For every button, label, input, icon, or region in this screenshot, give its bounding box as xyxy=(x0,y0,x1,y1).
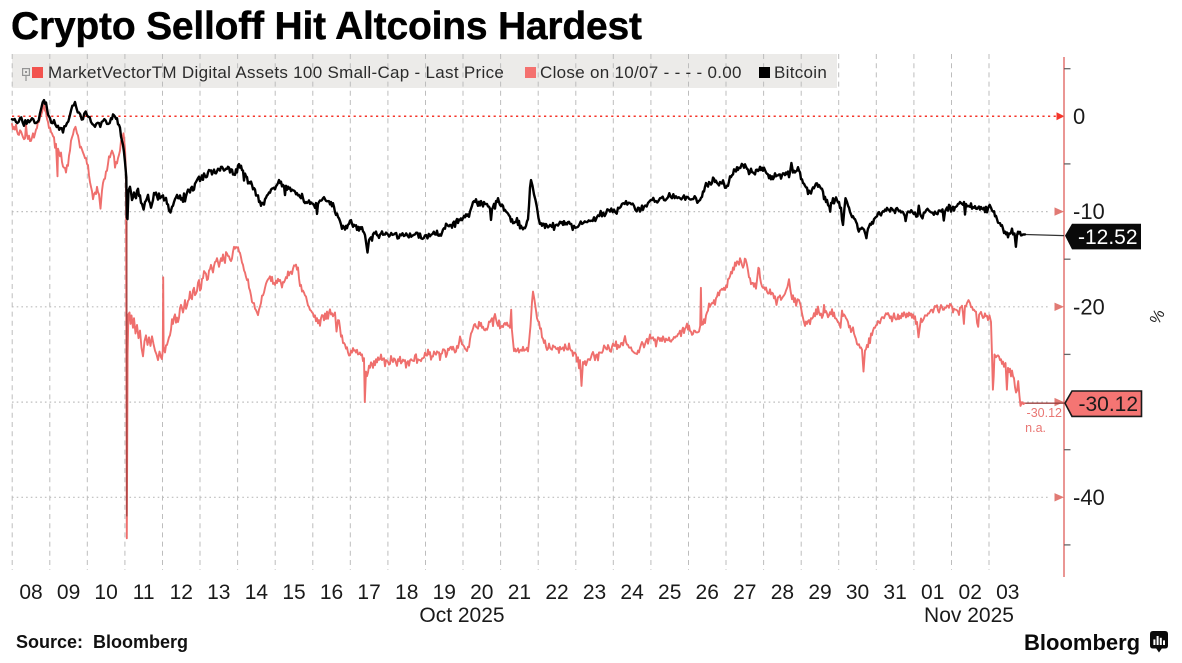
svg-text:01: 01 xyxy=(921,581,944,604)
svg-text:03: 03 xyxy=(996,581,1019,604)
svg-text:24: 24 xyxy=(620,581,644,604)
svg-text:08: 08 xyxy=(19,581,42,604)
svg-text:-12.52: -12.52 xyxy=(1078,226,1138,249)
svg-text:Oct 2025: Oct 2025 xyxy=(419,604,504,627)
svg-text:16: 16 xyxy=(320,581,343,604)
svg-text:10: 10 xyxy=(94,581,117,604)
svg-text:15: 15 xyxy=(282,581,305,604)
svg-text:30: 30 xyxy=(846,581,869,604)
svg-text:21: 21 xyxy=(508,581,531,604)
svg-text:27: 27 xyxy=(733,581,756,604)
svg-text:28: 28 xyxy=(771,581,794,604)
svg-text:-30.12: -30.12 xyxy=(1027,406,1062,420)
svg-text:%: % xyxy=(1147,307,1169,328)
svg-text:-10: -10 xyxy=(1073,199,1105,224)
svg-text:26: 26 xyxy=(696,581,719,604)
svg-text:n.a.: n.a. xyxy=(1025,421,1046,435)
svg-text:18: 18 xyxy=(395,581,418,604)
svg-text:02: 02 xyxy=(959,581,982,604)
svg-text:13: 13 xyxy=(207,581,230,604)
svg-text:09: 09 xyxy=(57,581,80,604)
svg-text:11: 11 xyxy=(133,581,155,604)
svg-text:-40: -40 xyxy=(1073,485,1105,510)
svg-text:-20: -20 xyxy=(1073,294,1105,319)
svg-text:20: 20 xyxy=(470,581,493,604)
svg-text:17: 17 xyxy=(357,581,380,604)
svg-text:0: 0 xyxy=(1073,104,1085,129)
svg-text:19: 19 xyxy=(433,581,456,604)
svg-text:22: 22 xyxy=(545,581,568,604)
svg-text:14: 14 xyxy=(245,581,269,604)
svg-text:29: 29 xyxy=(808,581,831,604)
svg-text:-30.12: -30.12 xyxy=(1079,393,1139,416)
svg-text:12: 12 xyxy=(170,581,193,604)
svg-text:Nov 2025: Nov 2025 xyxy=(924,604,1014,627)
svg-text:23: 23 xyxy=(583,581,606,604)
svg-text:31: 31 xyxy=(883,581,906,604)
svg-text:25: 25 xyxy=(658,581,681,604)
